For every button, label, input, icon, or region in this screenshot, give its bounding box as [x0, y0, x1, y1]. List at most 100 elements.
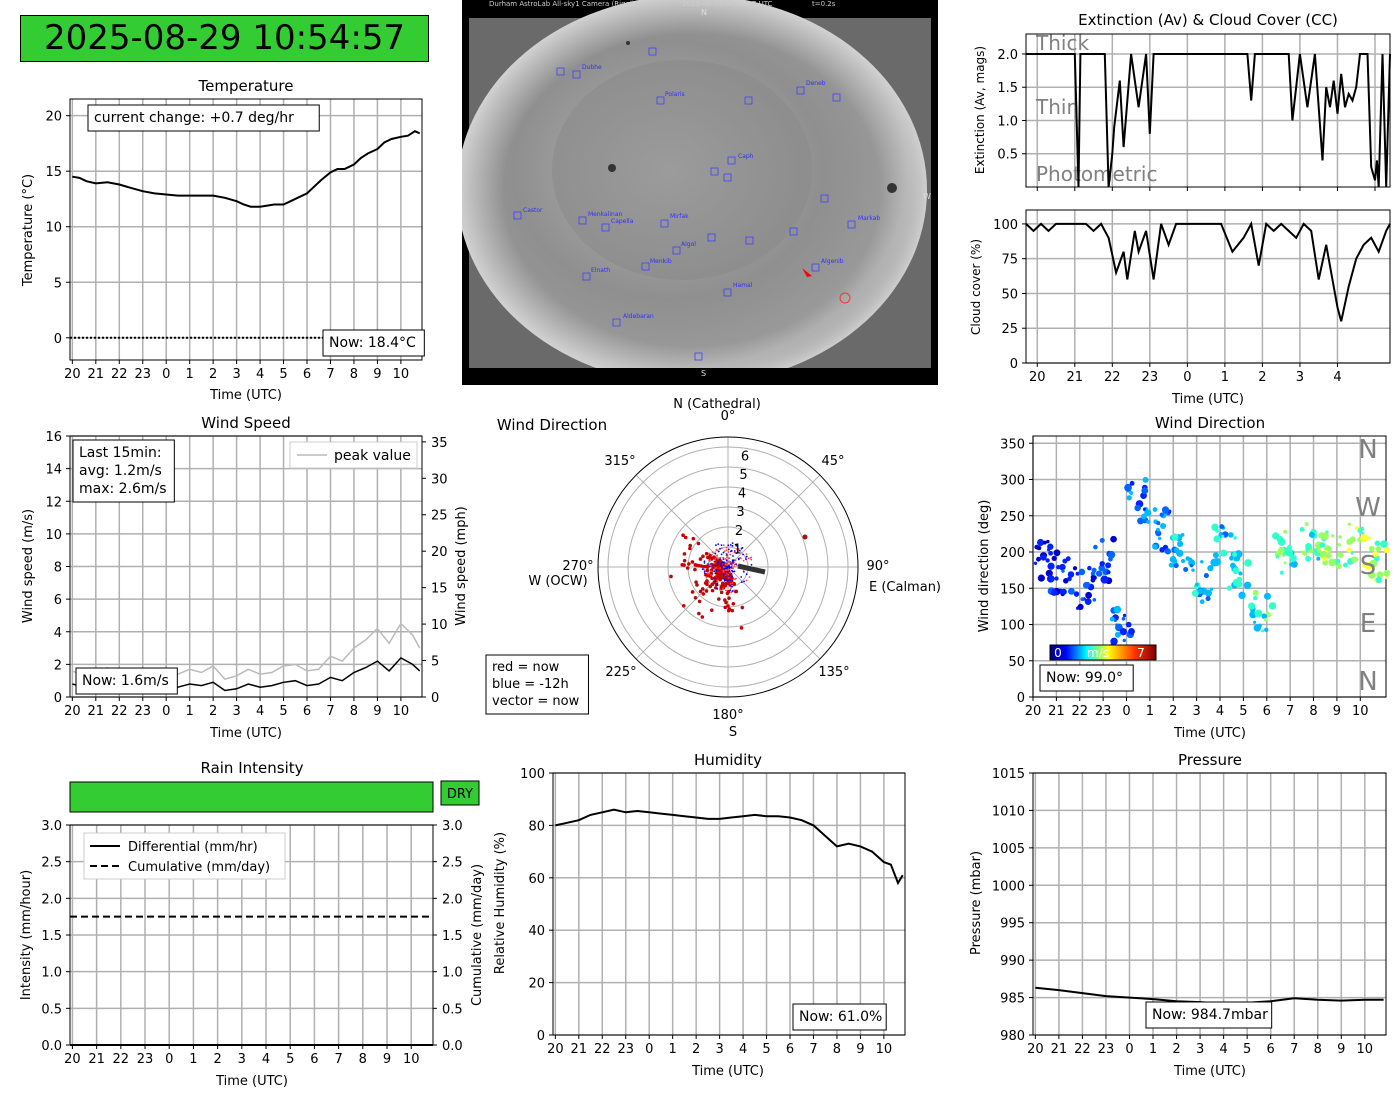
y-tick-label: 80 [528, 819, 545, 834]
wind-dir-point [1180, 533, 1185, 537]
y-tick-label: 3.0 [41, 819, 62, 834]
wind-dir-point [1336, 563, 1342, 570]
wind-dir-point [1252, 589, 1259, 596]
wind-dir-point [1261, 613, 1267, 619]
x-tick-label: 3 [232, 704, 240, 719]
rose-point-old [750, 558, 753, 561]
x-tick-label: 3 [238, 1052, 246, 1067]
wind-dir-point [1050, 588, 1058, 596]
y-tick-label: 8 [54, 561, 62, 576]
wind-dir-point [1102, 577, 1109, 584]
rose-point-now [687, 562, 691, 566]
wind-dir-point [1157, 536, 1162, 541]
wind-dir-point [1383, 569, 1391, 577]
wind-dir-point [1372, 551, 1379, 558]
cloud-cover-ylabel: Cloud cover (%) [969, 239, 983, 335]
y-tick-label: 25 [1001, 322, 1018, 337]
rose-point-now [700, 615, 705, 619]
y-tick-label: 50 [1008, 655, 1025, 670]
x-tick-label: 3 [232, 367, 240, 382]
wind-dir-point [1194, 582, 1199, 587]
rose-angle-label: 135° [818, 665, 849, 680]
wind-dir-point [1319, 542, 1326, 548]
wind-dir-point [1337, 543, 1341, 547]
wind-dir-point [1156, 521, 1161, 526]
rose-point-now [697, 599, 702, 604]
y-tick-label: 0.5 [997, 148, 1018, 163]
rose-point-old [730, 591, 733, 594]
y2-tick-label: 2.5 [442, 856, 463, 871]
rose-legend-box [485, 654, 589, 715]
wind-dir-point [1142, 476, 1149, 483]
rose-point-old [745, 555, 748, 558]
wind-dir-point [1099, 537, 1105, 543]
compass-label: N [1358, 435, 1377, 465]
rose-point-old [727, 573, 730, 576]
rose-point-old [733, 589, 735, 592]
star-label: Mirfak [670, 213, 689, 220]
rose-point-old [722, 573, 725, 576]
rose-point-old [715, 556, 718, 559]
rose-point-old [725, 569, 728, 572]
rose-point-old [740, 581, 743, 584]
wind-dir-title: Wind Direction [1155, 414, 1265, 432]
rose-point-old [740, 576, 743, 578]
wind-dir-point [1263, 592, 1271, 600]
y-tick-label: 2.0 [997, 48, 1018, 63]
rose-point-now [706, 555, 710, 560]
cbar-label: m/s [1087, 646, 1109, 660]
star-label: Algenib [821, 258, 844, 265]
wind-dir-point [1060, 588, 1067, 595]
wind-dir-point [1048, 563, 1052, 567]
rose-point-old [725, 589, 727, 592]
x-tick-label: 20 [1025, 704, 1042, 719]
wind-dir-point [1126, 495, 1132, 501]
wind-dir-point [1283, 529, 1288, 534]
wind-dir-point [1037, 538, 1045, 546]
x-tick-label: 8 [359, 1052, 367, 1067]
x-tick-label: 9 [1337, 1042, 1345, 1057]
wind-dir-point [1108, 556, 1113, 562]
x-tick-label: 22 [594, 1042, 611, 1057]
plot-frame [1032, 772, 1387, 1036]
x-tick-label: 20 [64, 367, 81, 382]
wind-dir-point [1232, 567, 1240, 575]
y-tick-label: 300 [1000, 474, 1025, 489]
rose-point-old [728, 560, 731, 563]
wind-dir-point [1113, 605, 1122, 614]
wind-speed-ylabel2: Wind speed (mph) [454, 506, 469, 626]
wind-dir-point [1301, 550, 1307, 555]
wind-dir-point [1036, 556, 1041, 562]
wind-dir-point [1374, 540, 1381, 546]
rose-point-old [737, 548, 740, 550]
x-tick-label: 7 [809, 1042, 817, 1057]
rose-point-now [726, 604, 730, 608]
rose-point-old [731, 564, 733, 567]
wind-dir-point [1042, 540, 1047, 545]
star-label: Dubhe [582, 64, 602, 71]
y2-tick-label: 15 [431, 582, 448, 597]
y-tick-label: 60 [528, 872, 545, 887]
wind-dir-point [1129, 480, 1135, 486]
rose-point-now [681, 533, 685, 538]
rose-point-old [745, 553, 748, 556]
rose-point-old [724, 557, 727, 560]
wind-dir-point [1095, 570, 1103, 577]
wind-dir-point [1212, 552, 1219, 559]
rose-point-old [733, 550, 736, 552]
y2-tick-label: 10 [431, 618, 448, 633]
x-tick-label: 10 [393, 704, 410, 719]
wind-dir-point [1134, 504, 1141, 512]
wind-dir-point [1072, 566, 1078, 571]
rose-point-old [745, 573, 748, 576]
wind-dir-point [1351, 556, 1358, 563]
wind-dir-point [1087, 565, 1092, 571]
rose-point-now [697, 611, 701, 616]
rose-point-old [742, 570, 745, 573]
rose-point-old [724, 579, 727, 582]
wind-dir-point [1263, 617, 1268, 622]
rose-point-now [688, 546, 692, 551]
rose-point-old [727, 544, 730, 547]
star-label: Castor [523, 207, 543, 214]
wind-dir-point [1380, 540, 1388, 548]
